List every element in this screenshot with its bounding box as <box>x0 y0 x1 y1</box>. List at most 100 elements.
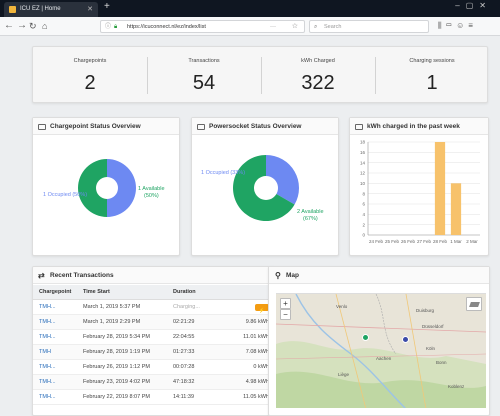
y-tick-label: 0 <box>362 233 365 238</box>
new-tab-icon[interactable]: + <box>104 1 110 12</box>
y-tick-label: 4 <box>362 212 365 217</box>
map-pin-icon: ⚲ <box>275 271 281 280</box>
pie-slice-occupied[interactable] <box>266 155 299 205</box>
x-tick-label: 28 Feb <box>433 239 448 244</box>
chart-icon <box>355 124 363 130</box>
cell-chargepoint[interactable]: TMH... <box>39 304 56 310</box>
header-time-start[interactable]: Time Start <box>83 289 110 295</box>
browser-tab[interactable]: ICU EZ | Home ✕ <box>4 2 98 17</box>
cell-chargepoint[interactable]: TMH... <box>39 334 56 340</box>
cell-time-start: March 1, 2019 2:29 PM <box>83 319 141 325</box>
cell-energy: 0 kWh <box>253 364 269 370</box>
chargepoint-status-card: Chargepoint Status Overview 1 Occupied (… <box>32 117 180 256</box>
forward-icon[interactable]: → <box>17 20 27 31</box>
cell-duration: 01:27:33 <box>173 349 195 355</box>
stats-bar: Chargepoints 2 Transactions 54 kWh Charg… <box>32 46 488 103</box>
stat-value: 322 <box>301 72 335 94</box>
powersocket-status-card: Powersocket Status Overview 1 Occupied (… <box>191 117 339 256</box>
bar-1-mar[interactable] <box>450 183 462 235</box>
cell-chargepoint[interactable]: TMH... <box>39 364 56 370</box>
stat-label: Chargepoints <box>73 58 107 64</box>
cell-time-start: February 23, 2019 4:02 PM <box>83 379 150 385</box>
available-label: 2 Available <box>297 209 324 215</box>
table-row[interactable]: TMH... March 1, 2019 5:37 PM Charging... ⚡ <box>33 300 275 315</box>
table-row[interactable]: TMH February 28, 2019 1:19 PM 01:27:33 7.08… <box>33 345 275 360</box>
table-header: Chargepoint Time Start Duration <box>33 285 275 300</box>
cell-duration: 02:21:29 <box>173 319 195 325</box>
pie-slice-available[interactable] <box>233 155 295 221</box>
tab-title: ICU EZ | Home <box>20 6 61 12</box>
map-place-label: Koblenz <box>448 384 465 389</box>
table-row[interactable]: TMH... February 22, 2019 8:07 PM 14:11:39 1… <box>33 390 275 405</box>
y-tick-label: 8 <box>362 191 365 196</box>
card-title: Chargepoint Status Overview <box>50 123 141 130</box>
stat-value: 54 <box>192 72 216 94</box>
x-tick-label: 2 Mar <box>466 239 478 244</box>
card-title: Recent Transactions <box>50 272 114 279</box>
cell-energy: 11.05 kWh <box>243 394 269 400</box>
cell-chargepoint[interactable]: TMH... <box>39 379 56 385</box>
header-chargepoint[interactable]: Chargepoint <box>39 289 72 295</box>
zoom-in-button[interactable]: + <box>280 298 291 309</box>
cell-time-start: February 28, 2019 1:19 PM <box>83 349 150 355</box>
header-duration[interactable]: Duration <box>173 289 196 295</box>
favicon-icon <box>9 6 16 13</box>
x-tick-label: 27 Feb <box>417 239 432 244</box>
pie-slice-available[interactable] <box>78 159 107 217</box>
cell-duration: 14:11:39 <box>173 394 195 400</box>
cell-energy: 7.08 kWh <box>245 349 269 355</box>
page-actions-icon[interactable]: ··· <box>270 24 276 30</box>
occupied-label: 1 Occupied (33%) <box>201 170 246 176</box>
close-tab-icon[interactable]: ✕ <box>87 6 93 13</box>
table-row[interactable]: TMH... February 28, 2019 5:34 PM 22:04:55 1… <box>33 330 275 345</box>
window-controls[interactable]: –▢✕ <box>455 1 492 10</box>
card-header: ⚲ Map <box>269 267 489 284</box>
map-place-label: Köln <box>426 346 436 351</box>
stat-transactions: Transactions 54 <box>147 47 261 104</box>
card-header: kWh charged in the past week <box>350 118 488 135</box>
cell-chargepoint[interactable]: TMH... <box>39 319 56 325</box>
cell-energy: 9.86 kWh <box>245 319 269 325</box>
stat-value: 2 <box>84 72 96 94</box>
x-tick-label: 25 Feb <box>385 239 400 244</box>
map-place-label: Düsseldorf <box>422 324 444 329</box>
back-icon[interactable]: ← <box>4 20 14 31</box>
cell-duration: Charging... <box>173 304 200 310</box>
table-row[interactable]: TMH... February 23, 2019 4:02 PM 47:18:32 4… <box>33 375 275 390</box>
stat-charging-sessions: Charging sessions 1 <box>375 47 489 104</box>
map-place-label: Duisburg <box>416 308 435 313</box>
table-row[interactable]: TMH... February 26, 2019 1:12 PM 00:07:28 0… <box>33 360 275 375</box>
chargepoint-marker-icon[interactable] <box>362 334 369 341</box>
available-percent: (50%) <box>144 193 159 199</box>
stat-label: kWh Charged <box>301 58 335 64</box>
zoom-out-button[interactable]: − <box>280 309 291 320</box>
search-input[interactable]: ⌕ Search <box>309 20 429 33</box>
x-tick-label: 26 Feb <box>401 239 416 244</box>
cell-duration: 47:18:32 <box>173 379 195 385</box>
chart-icon <box>197 124 205 130</box>
cell-chargepoint[interactable]: TMH <box>39 349 51 355</box>
cell-chargepoint[interactable]: TMH... <box>39 394 56 400</box>
search-icon: ⌕ <box>314 24 318 30</box>
chargepoint-pie-chart <box>78 159 136 217</box>
pie-slice-occupied[interactable] <box>107 159 136 217</box>
powersocket-pie-chart <box>233 155 299 221</box>
url-text: https://icuconnect.nl/ez/index/list <box>127 24 206 30</box>
charging-badge-icon: ⚡ <box>255 304 269 314</box>
bookmark-star-icon[interactable]: ☆ <box>291 23 298 30</box>
toolbar-icons[interactable]: ⫼▭☺≡ <box>438 21 477 30</box>
map-view[interactable]: + − Venlo Duisburg Düsseldorf Köln Bonn … <box>276 293 486 408</box>
available-label: 1 Available <box>138 186 165 192</box>
table-row[interactable]: TMH... March 1, 2019 2:29 PM 02:21:29 9.86 … <box>33 315 275 330</box>
reload-icon[interactable]: ↻ <box>29 21 37 31</box>
chargepoint-marker-icon[interactable] <box>402 336 409 343</box>
cell-duration: 00:07:28 <box>173 364 195 370</box>
map-place-label: Liège <box>338 372 350 377</box>
bar-28-feb[interactable] <box>434 142 446 235</box>
address-bar[interactable]: ⓘ 🔒︎ https://icuconnect.nl/ez/index/list… <box>100 20 305 33</box>
navigation-bar: ← → ↻ ⌂ ⓘ 🔒︎ https://icuconnect.nl/ez/in… <box>0 17 500 36</box>
home-icon[interactable]: ⌂ <box>42 21 48 31</box>
layers-button[interactable] <box>466 297 482 311</box>
map-terrain <box>276 294 486 408</box>
